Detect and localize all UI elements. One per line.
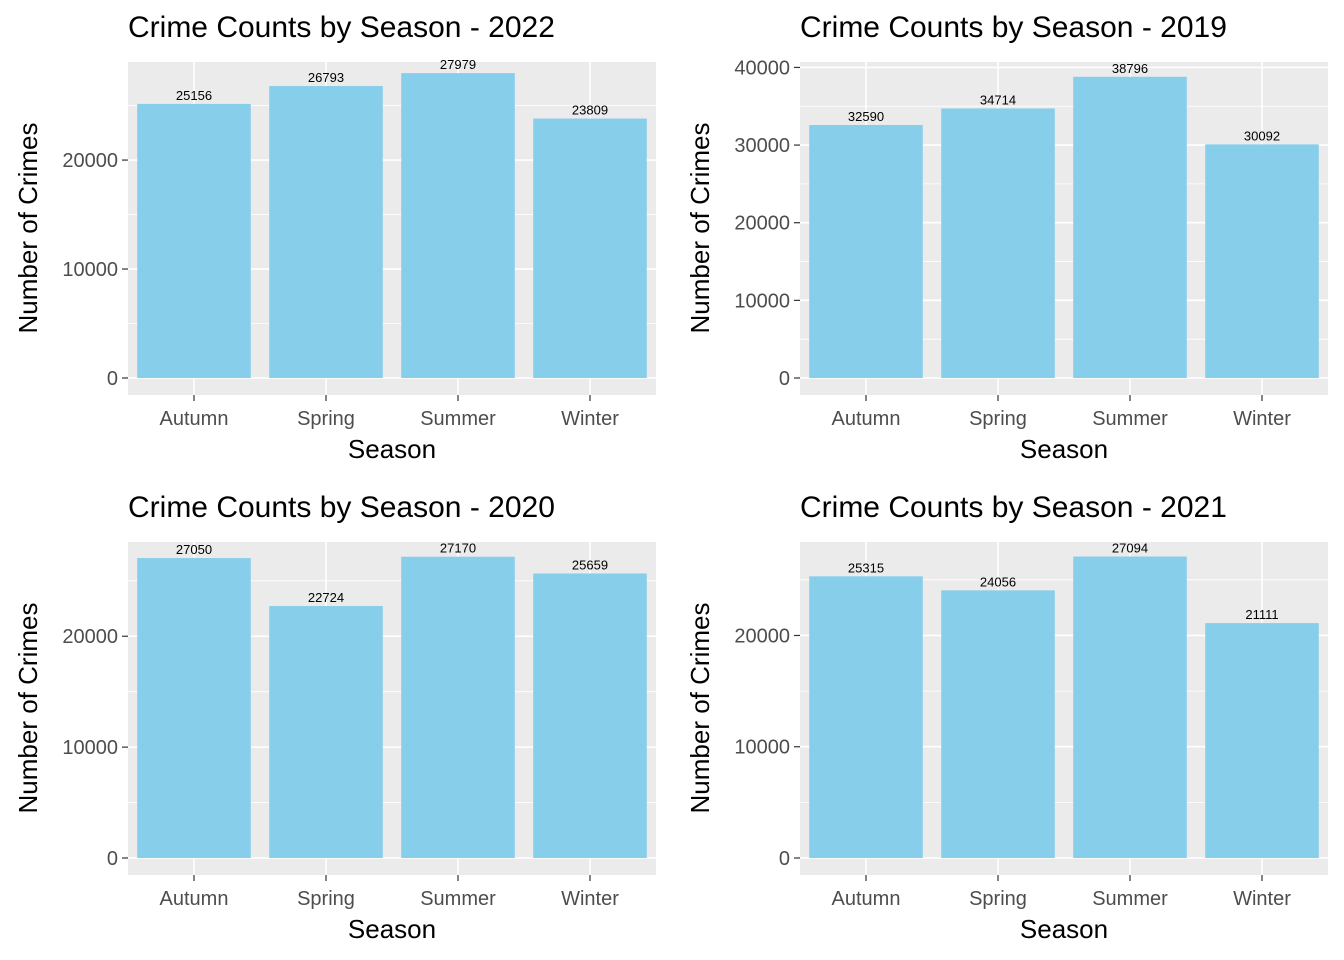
y-tick-label: 0 [779, 848, 790, 870]
bar-autumn [809, 124, 923, 379]
chart-title: Crime Counts by Season - 2019 [800, 11, 1227, 44]
data-label: 30092 [1244, 128, 1280, 143]
y-tick-label: 20000 [734, 213, 790, 235]
data-label: 25156 [176, 88, 212, 103]
bar-winter [533, 118, 647, 379]
chart-panel-2022: Crime Counts by Season - 2022 25156 26793… [0, 0, 672, 480]
bar-winter [1205, 623, 1319, 858]
bar-summer [401, 73, 515, 379]
x-tick-label: Summer [420, 408, 496, 430]
x-tick-label: Winter [561, 408, 619, 430]
x-tick-label: Summer [1092, 888, 1168, 910]
bar-autumn [137, 558, 251, 858]
data-label: 21111 [1245, 607, 1278, 622]
data-label: 25315 [848, 560, 884, 575]
x-tick-label: Spring [969, 888, 1027, 910]
x-tick-label: Winter [1233, 888, 1291, 910]
chart-panel-2021: Crime Counts by Season - 2021 25315 24056… [672, 480, 1344, 960]
y-tick-label: 10000 [734, 290, 790, 312]
y-tick-label: 30000 [734, 135, 790, 157]
chart-panel-2020: Crime Counts by Season - 2020 27050 22724… [0, 480, 672, 960]
chart-title: Crime Counts by Season - 2020 [128, 491, 555, 524]
data-label: 25659 [572, 558, 608, 573]
data-label: 32590 [848, 109, 884, 124]
x-axis-title: Season [1019, 914, 1109, 944]
data-label: 38796 [1112, 61, 1148, 76]
bar-winter [1205, 144, 1319, 378]
x-tick-label: Summer [1092, 408, 1168, 430]
data-label: 27979 [440, 57, 476, 72]
y-tick-label: 10000 [734, 737, 790, 759]
y-axis-title: Number of Crimes [685, 602, 715, 814]
data-label: 34714 [980, 92, 1016, 107]
data-label: 27094 [1112, 541, 1148, 556]
x-axis-title: Season [347, 914, 437, 944]
y-tick-label: 40000 [734, 57, 790, 79]
x-tick-label: Summer [420, 888, 496, 910]
x-tick-label: Autumn [160, 408, 229, 430]
bar-spring [269, 86, 383, 378]
data-label: 22724 [308, 590, 344, 605]
y-tick-label: 0 [779, 368, 790, 390]
y-axis-title: Number of Crimes [685, 122, 715, 334]
plot-area: 25156 26793 27979 23809 0 10000 20000 Autumn Spr… [62, 57, 656, 430]
chart-title: Crime Counts by Season - 2022 [128, 11, 555, 44]
x-tick-label: Autumn [832, 408, 901, 430]
data-label: 23809 [572, 103, 608, 118]
plot-area: 27050 22724 27170 25659 0 10000 20000 Autumn Spr… [62, 541, 656, 910]
x-axis-title: Season [347, 434, 437, 464]
x-tick-label: Spring [297, 888, 355, 910]
bar-summer [1073, 556, 1187, 858]
y-axis-title: Number of Crimes [13, 602, 43, 814]
bar-spring [269, 606, 383, 858]
x-tick-label: Autumn [160, 888, 229, 910]
y-tick-label: 10000 [62, 737, 118, 759]
x-tick-label: Spring [297, 408, 355, 430]
bar-autumn [809, 576, 923, 858]
y-tick-label: 0 [107, 368, 118, 390]
y-tick-label: 20000 [62, 150, 118, 172]
y-tick-label: 20000 [734, 625, 790, 647]
chart-title: Crime Counts by Season - 2021 [800, 491, 1227, 524]
x-axis-title: Season [1019, 434, 1109, 464]
data-label: 26793 [308, 70, 344, 85]
x-tick-label: Autumn [832, 888, 901, 910]
plot-area: 25315 24056 27094 21111 0 10000 20000 Autumn Spr… [734, 541, 1328, 910]
data-label: 27050 [176, 542, 212, 557]
y-tick-label: 10000 [62, 259, 118, 281]
x-tick-label: Winter [561, 888, 619, 910]
y-tick-label: 20000 [62, 626, 118, 648]
bar-winter [533, 573, 647, 858]
bar-summer [1073, 76, 1187, 378]
x-tick-label: Spring [969, 408, 1027, 430]
data-label: 24056 [980, 574, 1016, 589]
bar-autumn [137, 103, 251, 378]
bar-spring [941, 108, 1055, 378]
chart-panel-2019: Crime Counts by Season - 2019 32590 34714… [672, 0, 1344, 480]
y-tick-label: 0 [107, 848, 118, 870]
bar-spring [941, 590, 1055, 858]
x-tick-label: Winter [1233, 408, 1291, 430]
data-label: 27170 [440, 541, 476, 556]
plot-area: 32590 34714 38796 30092 0 10000 20000 30000 4000… [734, 57, 1328, 430]
bar-summer [401, 556, 515, 858]
y-axis-title: Number of Crimes [13, 122, 43, 334]
